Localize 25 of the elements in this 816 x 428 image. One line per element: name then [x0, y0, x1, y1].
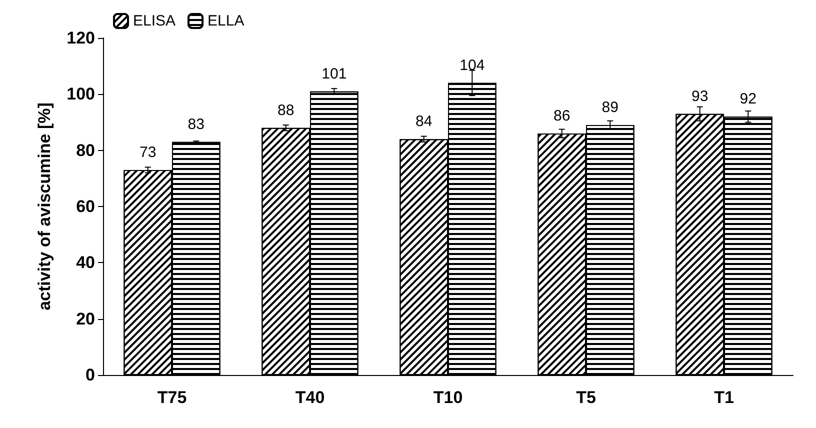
y-tick-label: 20 — [76, 309, 95, 328]
x-tick-label: T75 — [157, 388, 187, 407]
data-label: 88 — [278, 102, 294, 119]
legend-label: ELISA — [133, 12, 176, 30]
data-label: 73 — [140, 144, 156, 161]
y-tick-label: 100 — [66, 84, 95, 104]
y-tick-label: 0 — [86, 366, 95, 384]
data-label: 104 — [460, 56, 485, 74]
y-tick-label: 40 — [76, 253, 95, 272]
data-label: 101 — [322, 65, 347, 82]
data-label: 84 — [416, 113, 432, 130]
legend-label: ELLA — [208, 12, 244, 30]
data-label: 83 — [188, 116, 204, 133]
y-tick-label: 80 — [76, 140, 95, 160]
x-tick-label: T5 — [576, 388, 596, 407]
x-tick-label: T1 — [714, 388, 734, 407]
x-tick-label: T40 — [295, 388, 325, 407]
data-label: 86 — [554, 107, 570, 124]
data-label: 92 — [740, 90, 756, 108]
y-tick-label: 60 — [76, 197, 95, 216]
y-tick-label: 120 — [66, 28, 95, 48]
y-axis-title: activity of aviscumine [%] — [35, 102, 54, 310]
data-label: 93 — [692, 88, 708, 105]
data-label: 89 — [602, 99, 618, 116]
x-tick-label: T10 — [433, 388, 463, 407]
